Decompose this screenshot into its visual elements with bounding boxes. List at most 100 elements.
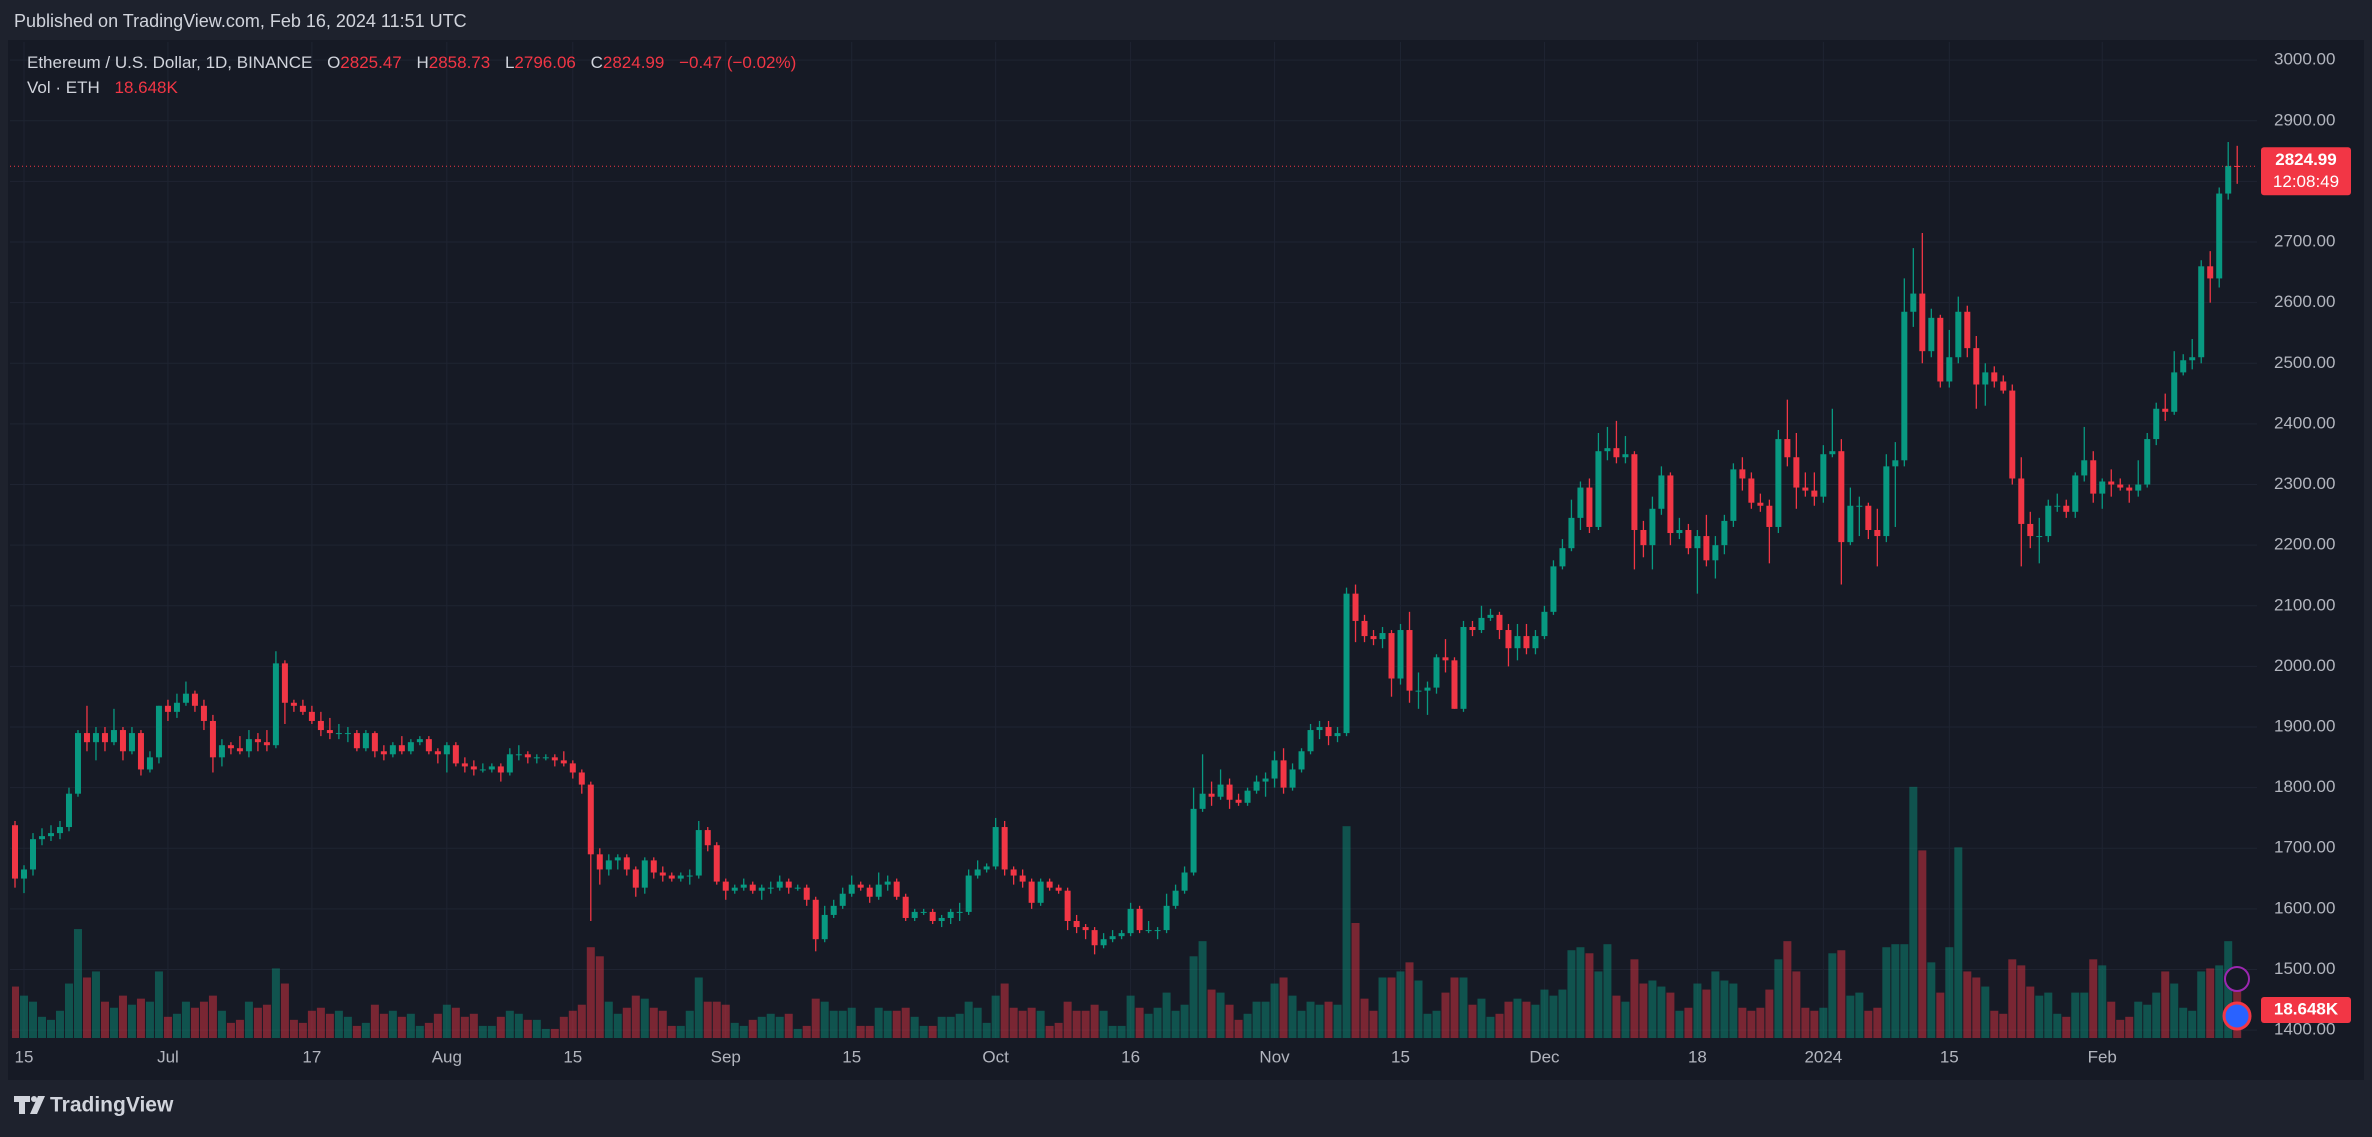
volume-bar xyxy=(1459,977,1468,1038)
volume-bar xyxy=(937,1016,946,1038)
volume-bar xyxy=(577,1004,586,1038)
volume-bar xyxy=(262,1004,271,1038)
candle-body xyxy=(758,887,765,891)
volume-bar xyxy=(127,1004,136,1038)
candle-body xyxy=(1775,439,1782,527)
volume-bar xyxy=(505,1010,514,1038)
volume-bar xyxy=(2152,992,2161,1038)
volume-bar xyxy=(1864,1010,1873,1038)
candle-body xyxy=(470,766,477,770)
footer: TradingView xyxy=(14,1094,174,1117)
candle-body xyxy=(560,760,567,764)
x-tick-label: 16 xyxy=(1121,1047,1140,1066)
candle-body xyxy=(452,745,459,764)
y-tick-label: 1400.00 xyxy=(2274,1020,2335,1039)
legend-letter: L xyxy=(505,53,514,72)
candle-body xyxy=(839,893,846,906)
candle-body xyxy=(1361,620,1368,637)
y-tick-label: 1500.00 xyxy=(2274,959,2335,978)
candle-body xyxy=(146,757,153,770)
candle-body xyxy=(1892,460,1899,467)
candle-body xyxy=(1964,311,1971,349)
legend-high: 2858.73 xyxy=(429,53,490,72)
volume-bar xyxy=(1252,1001,1261,1038)
candle-body xyxy=(1028,881,1035,903)
candle-body xyxy=(677,875,684,879)
volume-bar xyxy=(1117,1025,1126,1038)
volume-bar xyxy=(1378,977,1387,1038)
volume-bar xyxy=(181,1001,190,1038)
volume-bar xyxy=(1333,1004,1342,1038)
volume-bar xyxy=(1135,1007,1144,1038)
volume-bar xyxy=(1207,989,1216,1038)
volume-bar xyxy=(1909,786,1918,1038)
logo xyxy=(14,1096,45,1114)
candle-body xyxy=(1487,614,1494,618)
volume-bar xyxy=(343,1016,352,1038)
volume-bar xyxy=(667,1025,676,1038)
candle-body xyxy=(2198,266,2205,358)
volume-bar xyxy=(847,1007,856,1038)
candle-body xyxy=(335,733,342,735)
y-tick-label: 1600.00 xyxy=(2274,898,2335,917)
candle-body xyxy=(1496,614,1503,631)
candle-body xyxy=(1811,490,1818,497)
candle-body xyxy=(1649,508,1656,546)
volume-bar xyxy=(604,1001,613,1038)
volume-bar xyxy=(109,1007,118,1038)
x-tick-label: 17 xyxy=(302,1047,321,1066)
candle-body xyxy=(1010,869,1017,876)
candle-body xyxy=(1127,908,1134,934)
candle-body xyxy=(2144,439,2151,485)
volume-bar xyxy=(1351,923,1360,1038)
volume-bar xyxy=(1702,989,1711,1038)
candle-body xyxy=(236,748,243,752)
volume-bar xyxy=(217,1010,226,1038)
volume-bar xyxy=(838,1010,847,1038)
candle-body xyxy=(1991,372,1998,382)
volume-bar xyxy=(2170,983,2179,1038)
volume-bar xyxy=(991,995,1000,1038)
candle-body xyxy=(497,766,504,773)
volume-bar xyxy=(2017,965,2026,1038)
volume-bar xyxy=(1342,826,1351,1038)
candle-body xyxy=(1856,505,1863,507)
candle-body xyxy=(947,911,954,918)
candle-body xyxy=(2036,536,2043,538)
volume-bar xyxy=(1567,950,1576,1038)
volume-bar xyxy=(1045,1025,1054,1038)
candle-body xyxy=(47,833,54,837)
candle-body xyxy=(551,757,558,761)
volume-bar xyxy=(1738,1007,1747,1038)
candle-body xyxy=(2000,381,2007,391)
grid xyxy=(10,42,2257,1038)
candle-body xyxy=(605,860,612,870)
volume-bar xyxy=(856,1025,865,1038)
candle-body xyxy=(2126,487,2133,491)
volume-bar xyxy=(2035,995,2044,1038)
volume-bar xyxy=(298,1022,307,1038)
volume-bar xyxy=(703,1001,712,1038)
volume-bar xyxy=(1090,1004,1099,1038)
volume-bar xyxy=(1180,1004,1189,1038)
candle-body xyxy=(992,827,999,867)
volume-bar xyxy=(64,983,73,1038)
volume-bar xyxy=(253,1007,262,1038)
volume-bar xyxy=(1108,1025,1117,1038)
candle-body xyxy=(686,875,693,877)
candle-body xyxy=(434,751,441,755)
volume-bar xyxy=(1963,971,1972,1038)
volume-bar xyxy=(1000,983,1009,1038)
volume-bar xyxy=(1810,1010,1819,1038)
candle-body xyxy=(1712,545,1719,561)
candle-body xyxy=(2225,165,2232,194)
volume-bar xyxy=(82,977,91,1038)
x-tick-label: 15 xyxy=(842,1047,861,1066)
candle-body xyxy=(1883,466,1890,537)
volume-bar xyxy=(199,1001,208,1038)
candle-body xyxy=(1919,293,1926,352)
candle-body xyxy=(1019,875,1026,882)
candle-body xyxy=(1226,784,1233,800)
volume-bar xyxy=(2089,959,2098,1038)
